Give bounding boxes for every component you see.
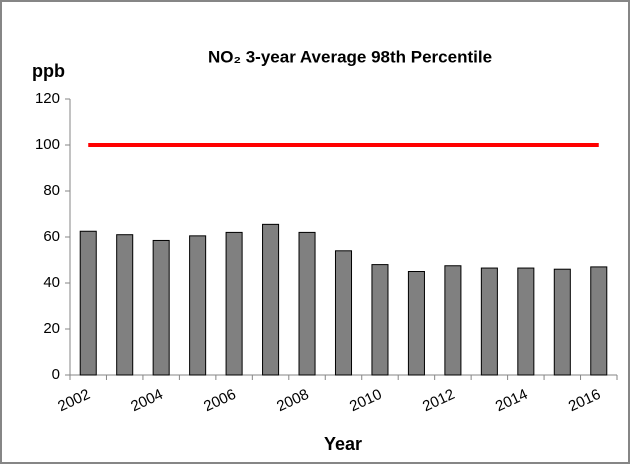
bar [480, 267, 498, 376]
y-tick-label: 60 [43, 228, 60, 245]
bar [152, 239, 170, 376]
bar [116, 234, 134, 376]
bar [262, 223, 280, 376]
y-tick-label: 80 [43, 182, 60, 199]
x-axis-label: Year [324, 434, 362, 454]
bar [444, 265, 462, 376]
y-tick-label: 0 [52, 366, 60, 383]
bar [407, 271, 425, 376]
y-axis-label: ppb [32, 61, 65, 81]
bar [334, 250, 353, 376]
bar [189, 235, 207, 376]
bar [590, 266, 608, 376]
bar [371, 264, 389, 376]
bar [298, 231, 316, 376]
y-tick-label: 40 [43, 274, 60, 291]
y-tick-label: 100 [35, 136, 60, 153]
bar [79, 230, 97, 376]
bar [225, 231, 243, 376]
bar [553, 268, 571, 376]
chart-title: NO₂ 3-year Average 98th Percentile [208, 47, 492, 66]
bar [517, 267, 535, 376]
y-tick-label: 120 [35, 90, 60, 107]
y-tick-label: 20 [43, 320, 60, 337]
